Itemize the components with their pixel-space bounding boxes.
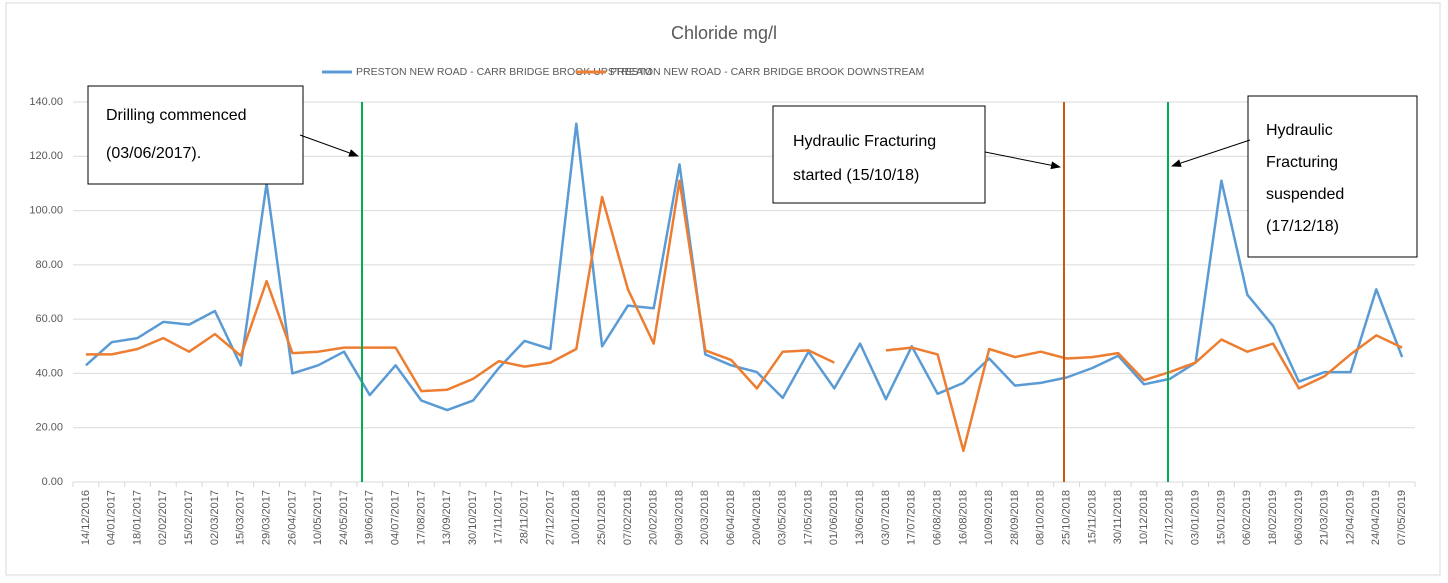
annotations [87, 85, 1418, 258]
x-tick-label: 29/03/2017 [260, 490, 272, 545]
x-tick-label: 18/02/2019 [1267, 490, 1279, 545]
x-tick-label: 07/02/2018 [622, 490, 634, 545]
x-tick-label: 06/02/2019 [1241, 490, 1253, 545]
x-tick-label: 02/02/2017 [157, 490, 169, 545]
annotation-text: Drilling commenced [106, 107, 247, 124]
x-tick-label: 21/03/2019 [1319, 490, 1331, 545]
x-tick-label: 17/11/2017 [493, 490, 505, 544]
annotation-text: (03/06/2017). [106, 145, 201, 162]
y-tick-label: 140.00 [29, 96, 63, 108]
x-tick-label: 27/12/2018 [1164, 490, 1176, 545]
x-tick-label: 01/06/2018 [828, 490, 840, 545]
x-tick-label: 28/11/2017 [519, 490, 531, 544]
x-tick-label: 20/04/2018 [751, 490, 763, 545]
annotation-text: Fracturing [1266, 154, 1338, 171]
x-tick-label: 17/05/2018 [802, 490, 814, 545]
annotation-box [772, 105, 986, 204]
y-tick-label: 40.00 [35, 367, 63, 379]
x-tick-label: 30/10/2017 [467, 490, 479, 545]
x-tick-label: 04/07/2017 [390, 490, 402, 545]
x-tick-label: 19/06/2017 [364, 490, 376, 545]
annotation-box [1247, 95, 1418, 258]
x-tick-label: 06/04/2018 [725, 490, 737, 545]
x-tick-label: 25/01/2018 [596, 490, 608, 545]
annotation-arrow [1171, 139, 1251, 167]
x-tick-label: 15/03/2017 [235, 490, 247, 545]
x-tick-label: 26/04/2017 [286, 490, 298, 545]
x-tick-label: 24/05/2017 [338, 490, 350, 545]
y-tick-label: 120.00 [29, 150, 63, 162]
x-tick-label: 30/11/2018 [1112, 490, 1124, 544]
x-tick-label: 06/08/2018 [931, 490, 943, 545]
event-lines [361, 102, 1169, 482]
x-tick-label: 02/03/2017 [209, 490, 221, 545]
x-tick-label: 18/01/2017 [131, 490, 143, 545]
x-tick-label: 10/12/2018 [1138, 490, 1150, 545]
annotation-text: suspended [1266, 186, 1344, 203]
x-tick-label: 17/08/2017 [415, 490, 427, 545]
y-tick-label: 80.00 [35, 259, 63, 271]
legend-label: PRESTON NEW ROAD - CARR BRIDGE BROOK UPS… [356, 66, 652, 78]
x-tick-label: 16/08/2018 [957, 490, 969, 545]
x-tick-label: 28/09/2018 [1009, 490, 1021, 545]
x-tick-label: 10/05/2017 [312, 490, 324, 545]
annotation-text: (17/12/18) [1266, 218, 1339, 235]
annotation-box [87, 85, 304, 185]
x-tick-label: 27/12/2017 [544, 490, 556, 545]
x-tick-label: 03/05/2018 [777, 490, 789, 545]
annotation-text: Hydraulic Fracturing [793, 133, 936, 150]
x-tick-label: 15/02/2017 [183, 490, 195, 545]
plot: 0.00 20.00 40.00 60.00 80.00 100.00 120.00 140.… [29, 96, 1416, 545]
x-tick-label: 06/03/2019 [1293, 490, 1305, 545]
y-tick-label: 0.00 [42, 476, 63, 488]
x-tick-label: 20/02/2018 [648, 490, 660, 545]
x-tick-label: 15/01/2019 [1215, 490, 1227, 545]
x-tick-label: 07/05/2019 [1396, 490, 1408, 545]
x-tick-label: 03/07/2018 [880, 490, 892, 545]
y-tick-label: 20.00 [35, 422, 63, 434]
legend-label: PRESTON NEW ROAD - CARR BRIDGE BROOK DOW… [610, 66, 924, 78]
chart-title: Chloride mg/l [671, 23, 777, 43]
x-tick-label: 24/04/2019 [1370, 490, 1382, 545]
x-tick-label: 09/03/2018 [673, 490, 685, 545]
annotation-text: Hydraulic [1266, 122, 1333, 139]
x-tick-label: 12/04/2019 [1344, 490, 1356, 545]
x-tick-label: 15/11/2018 [1086, 490, 1098, 544]
x-tick-label: 08/10/2018 [1035, 490, 1047, 545]
annotation-arrow [984, 151, 1061, 170]
x-tick-label: 03/01/2019 [1190, 490, 1202, 545]
x-tick-label: 17/07/2018 [906, 490, 918, 545]
y-tick-label: 100.00 [29, 204, 63, 216]
x-tick-label: 04/01/2017 [106, 490, 118, 545]
x-tick-label: 10/01/2018 [570, 490, 582, 545]
x-tick-label: 13/06/2018 [854, 490, 866, 545]
annotation-arrow [299, 134, 359, 157]
x-tick-label: 14/12/2016 [80, 490, 92, 545]
y-tick-label: 60.00 [35, 313, 63, 325]
x-tick-label: 25/10/2018 [1061, 490, 1073, 545]
x-tick-label: 13/09/2017 [441, 490, 453, 545]
series-line [85, 179, 1403, 453]
x-tick-label: 10/09/2018 [983, 490, 995, 545]
series-line [85, 122, 1404, 412]
x-tick-label: 20/03/2018 [699, 490, 711, 545]
annotation-text: started (15/10/18) [793, 167, 919, 184]
